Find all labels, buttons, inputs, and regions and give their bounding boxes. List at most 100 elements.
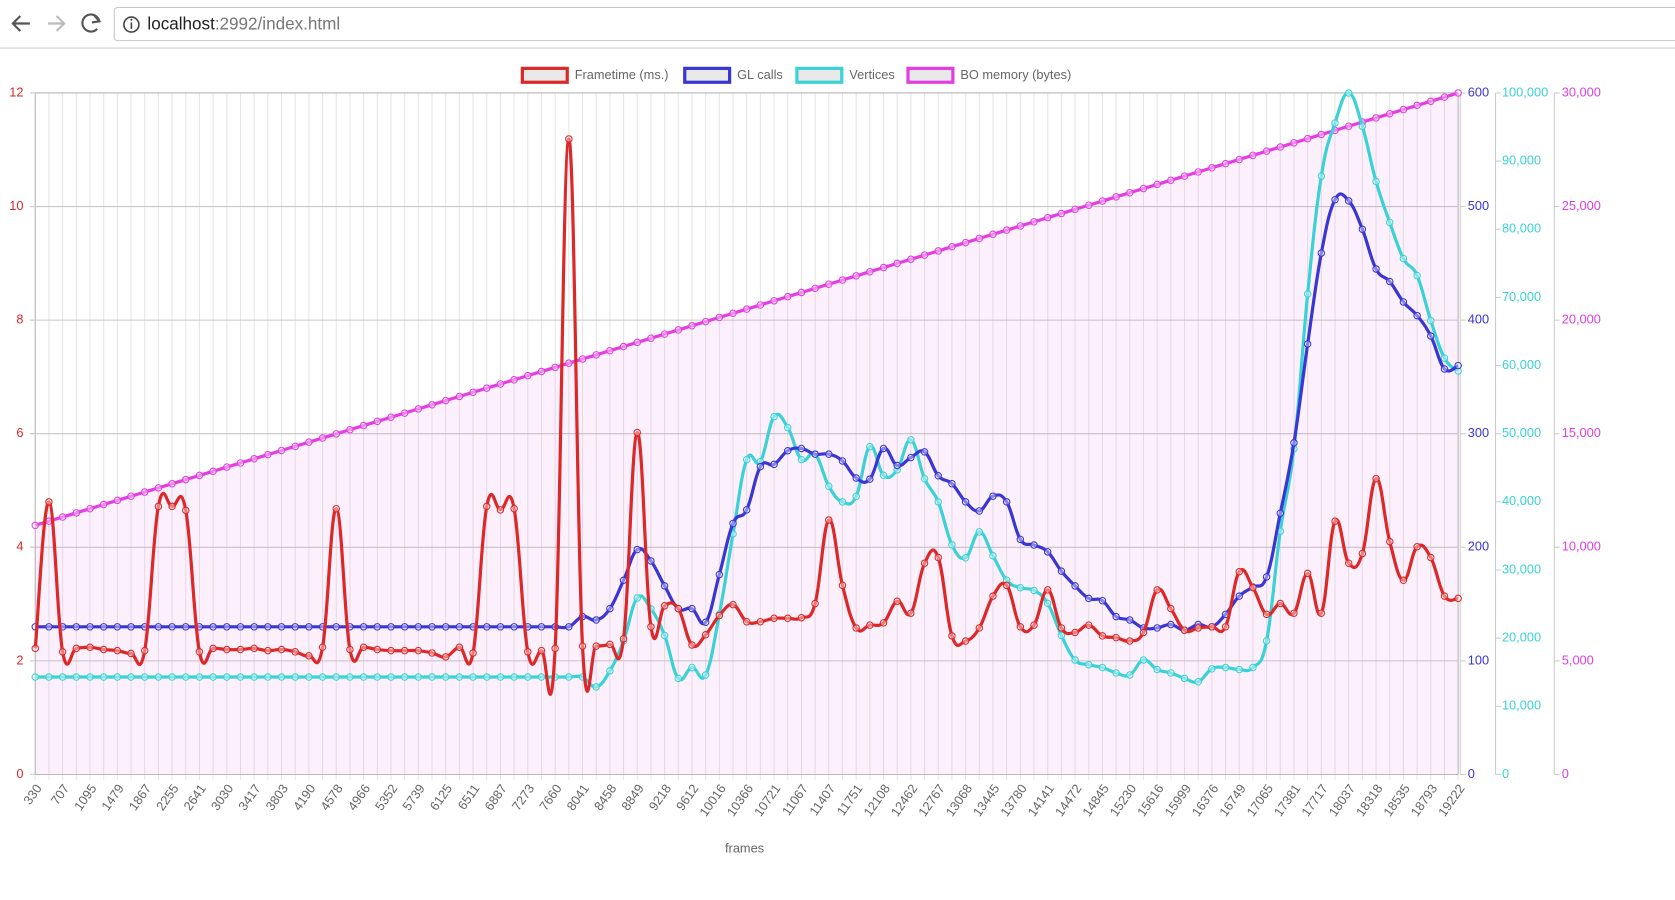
data-point: [441, 623, 450, 631]
data-point: [619, 576, 628, 584]
data-point: [1331, 195, 1339, 204]
data-point: [346, 673, 354, 681]
data-point: [1399, 254, 1408, 263]
data-point: [154, 484, 163, 492]
x-tick-label: 18793: [1408, 781, 1441, 819]
data-point: [483, 623, 491, 631]
data-point: [524, 648, 532, 656]
data-point: [975, 507, 984, 515]
data-point: [1221, 623, 1230, 631]
data-point: [373, 623, 382, 631]
data-point: [441, 396, 450, 405]
data-point: [1071, 205, 1079, 214]
url: localhost:2992/index.html: [147, 14, 340, 33]
data-point: [907, 609, 915, 617]
back-button[interactable]: [11, 15, 30, 32]
data-point: [236, 645, 245, 654]
data-point: [1030, 541, 1038, 549]
data-point: [797, 455, 806, 464]
data-point: [1085, 621, 1093, 629]
x-tick-label: 2255: [153, 781, 182, 813]
data-point: [1208, 665, 1216, 673]
data-point: [1440, 365, 1449, 373]
tick-label: 50,000: [1502, 425, 1541, 440]
reload-button[interactable]: [81, 13, 102, 33]
x-tick-label: 8458: [591, 781, 620, 813]
data-point: [1440, 592, 1449, 600]
data-point: [866, 621, 874, 629]
data-point: [359, 673, 368, 681]
data-point: [428, 401, 436, 409]
data-point: [1372, 474, 1380, 483]
data-point: [1194, 624, 1202, 632]
data-point: [770, 614, 778, 623]
data-point: [414, 405, 423, 413]
data-point: [592, 683, 600, 691]
data-point: [483, 384, 491, 392]
data-point: [86, 673, 94, 681]
data-point: [414, 646, 423, 655]
data-point: [1180, 626, 1189, 634]
tick-label: 10,000: [1562, 539, 1601, 554]
data-point: [688, 641, 696, 649]
data-point: [920, 474, 929, 483]
data-point: [742, 305, 751, 313]
data-point: [305, 438, 313, 446]
data-point: [1413, 271, 1421, 280]
data-point: [989, 551, 997, 560]
data-point: [45, 623, 53, 631]
data-point: [140, 488, 149, 496]
x-tick-label: 18535: [1380, 781, 1413, 819]
data-point: [1016, 623, 1025, 631]
data-point: [31, 521, 39, 530]
data-point: [455, 643, 464, 651]
forward-button[interactable]: [48, 15, 66, 32]
data-point: [277, 446, 286, 455]
data-point: [606, 346, 614, 355]
data-point: [332, 504, 340, 513]
x-tick-label: 1867: [126, 781, 155, 813]
data-point: [168, 502, 176, 511]
data-point: [483, 502, 491, 511]
data-point: [537, 646, 546, 655]
x-tick-label: 3803: [262, 781, 291, 813]
data-point: [647, 334, 655, 342]
data-point: [934, 498, 942, 506]
data-point: [852, 492, 860, 501]
data-point: [729, 600, 737, 609]
data-point: [236, 673, 245, 681]
data-point: [264, 623, 272, 631]
data-point: [1071, 656, 1079, 664]
data-point: [879, 471, 888, 480]
data-point: [565, 673, 573, 681]
data-point: [660, 602, 669, 610]
data-point: [633, 338, 641, 347]
data-point: [45, 673, 53, 681]
legend-label: Frametime (ms.): [575, 67, 669, 82]
data-point: [838, 498, 847, 506]
data-point: [1427, 332, 1435, 340]
data-point: [838, 581, 847, 590]
data-point: [195, 673, 204, 681]
legend-swatch: [795, 66, 844, 84]
x-tick-label: 7273: [509, 781, 538, 813]
data-point: [277, 673, 286, 681]
legend-swatch: [520, 66, 569, 84]
data-point: [387, 413, 395, 421]
address-bar[interactable]: [113, 6, 1675, 42]
data-point: [537, 623, 546, 631]
data-point: [701, 618, 710, 627]
data-point: [373, 417, 382, 426]
legend-label: GL calls: [737, 67, 783, 82]
data-point: [989, 492, 997, 500]
data-point: [1276, 143, 1285, 151]
data-point: [1112, 633, 1120, 642]
data-point: [305, 652, 313, 660]
data-point: [332, 623, 340, 631]
data-point: [250, 623, 258, 631]
data-point: [483, 673, 491, 681]
x-tick-label: 12462: [888, 781, 921, 819]
data-point: [592, 642, 600, 650]
data-point: [619, 634, 628, 643]
